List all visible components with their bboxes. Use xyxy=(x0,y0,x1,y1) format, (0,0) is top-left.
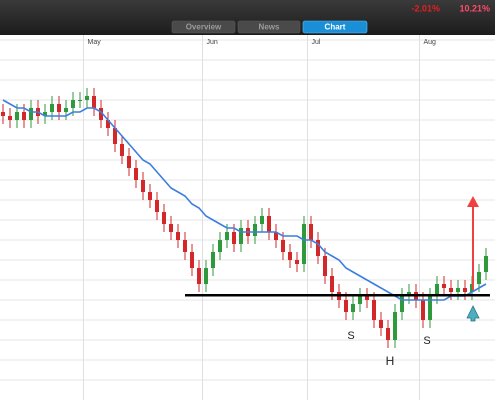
candle-body xyxy=(78,100,82,101)
candle-body xyxy=(155,200,159,212)
candle-body xyxy=(106,120,110,128)
candle-body xyxy=(428,296,432,320)
candle-body xyxy=(211,252,215,268)
candle-body xyxy=(113,128,117,144)
candle-body xyxy=(442,284,446,288)
candle-body xyxy=(260,216,264,224)
candle-body xyxy=(344,300,348,312)
candle-body xyxy=(239,228,243,244)
candle-body xyxy=(162,212,166,224)
chart: May Jun Jul Aug xyxy=(0,35,495,400)
candle-body xyxy=(365,296,369,300)
candle-body xyxy=(8,116,12,120)
candle-body xyxy=(302,224,306,264)
candle-body xyxy=(64,108,68,112)
candle-body xyxy=(449,288,453,292)
candle-body xyxy=(141,180,145,192)
change: -2.01% xyxy=(411,3,440,13)
candle-body xyxy=(148,192,152,200)
plot-area xyxy=(0,35,495,400)
tab-label[interactable]: Chart xyxy=(325,23,346,32)
candle-body xyxy=(15,112,19,120)
month-label: Jul xyxy=(312,39,321,46)
tab[interactable] xyxy=(237,20,301,34)
month-label: Jun xyxy=(207,39,218,46)
candle-body xyxy=(204,268,208,284)
candle-body xyxy=(281,240,285,252)
tab-label[interactable]: Overview xyxy=(186,23,222,32)
candle-body xyxy=(232,232,236,244)
tab-label[interactable]: News xyxy=(259,23,280,32)
candle-body xyxy=(29,108,33,120)
candle-body xyxy=(358,296,362,304)
candle-body xyxy=(190,252,194,268)
candle-body xyxy=(85,96,89,100)
candle-body xyxy=(1,112,5,116)
candle-body xyxy=(400,296,404,312)
candle-body xyxy=(92,96,96,108)
target-arrow xyxy=(467,196,479,290)
candle-body xyxy=(127,156,131,168)
candle-body xyxy=(288,252,292,260)
candle-body xyxy=(323,256,327,276)
candle-body xyxy=(372,300,376,320)
candle-body xyxy=(309,224,313,240)
candle-body xyxy=(477,272,481,284)
candle-body xyxy=(379,320,383,328)
annotation: H xyxy=(386,354,395,368)
marker-arrow xyxy=(466,305,480,322)
moving-average xyxy=(2,99,487,301)
candle-body xyxy=(484,256,488,272)
candle-body xyxy=(176,232,180,240)
annotation: S xyxy=(423,335,430,347)
month-label: May xyxy=(88,39,102,46)
candle-body xyxy=(22,112,26,120)
candle-body xyxy=(225,232,229,240)
candle-body xyxy=(43,112,47,116)
candle-body xyxy=(274,232,278,240)
candle-body xyxy=(169,224,173,232)
candle-body xyxy=(351,304,355,312)
candle-body xyxy=(197,268,201,284)
candle-body xyxy=(393,312,397,340)
tab[interactable] xyxy=(171,20,236,34)
candle-body xyxy=(71,100,75,108)
month-label: Aug xyxy=(424,39,437,46)
candle-body xyxy=(386,328,390,340)
candle-body xyxy=(218,240,222,252)
tab-bar: Overview News Chart xyxy=(171,20,368,34)
candle-body xyxy=(295,260,299,264)
candle-body xyxy=(435,284,439,296)
candle-body xyxy=(50,104,54,112)
candle-body xyxy=(421,300,425,320)
candle-body xyxy=(183,240,187,252)
candle-body xyxy=(463,288,467,292)
candle-body xyxy=(120,144,124,156)
yield: 10.21% xyxy=(459,3,490,13)
tab[interactable] xyxy=(302,20,368,34)
candle-body xyxy=(330,276,334,292)
annotation: S xyxy=(347,330,354,342)
candle-body xyxy=(316,240,320,256)
candle-body xyxy=(134,168,138,180)
candle-body xyxy=(456,288,460,292)
candle-body xyxy=(57,104,61,112)
candle-body xyxy=(253,224,257,236)
candle-body xyxy=(99,108,103,120)
candle-body xyxy=(267,216,271,232)
